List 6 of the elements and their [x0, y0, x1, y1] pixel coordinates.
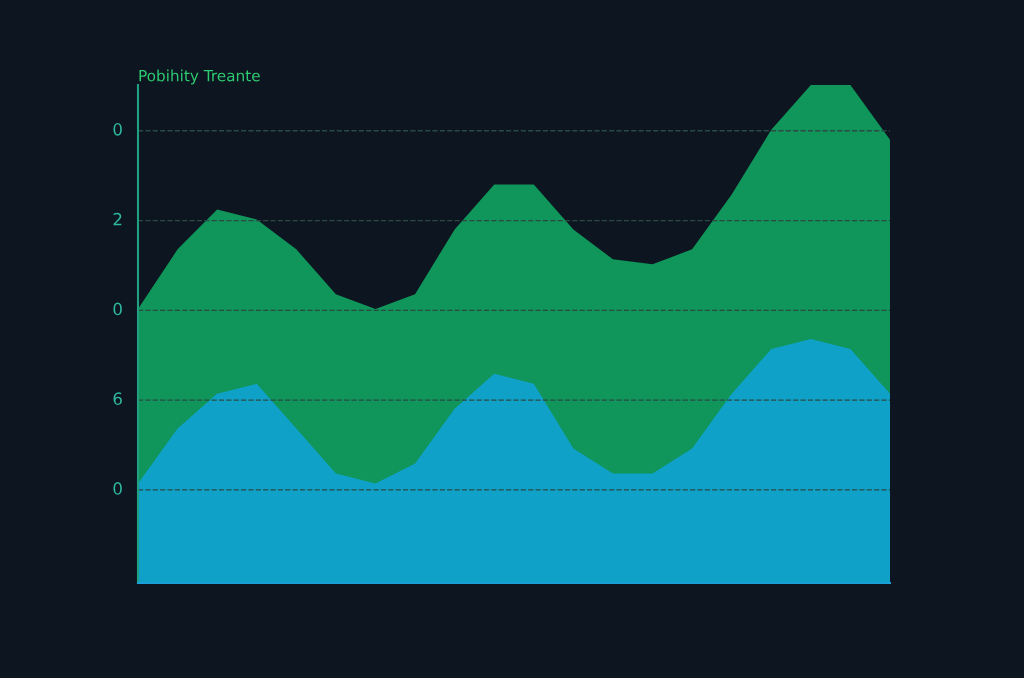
text: 2: [113, 212, 122, 226]
chart-title: Pobihity Treante: [139, 69, 260, 85]
text: 0: [113, 123, 122, 136]
text: 0: [113, 302, 122, 316]
text: 6: [113, 392, 122, 405]
text: 0: [113, 482, 122, 495]
